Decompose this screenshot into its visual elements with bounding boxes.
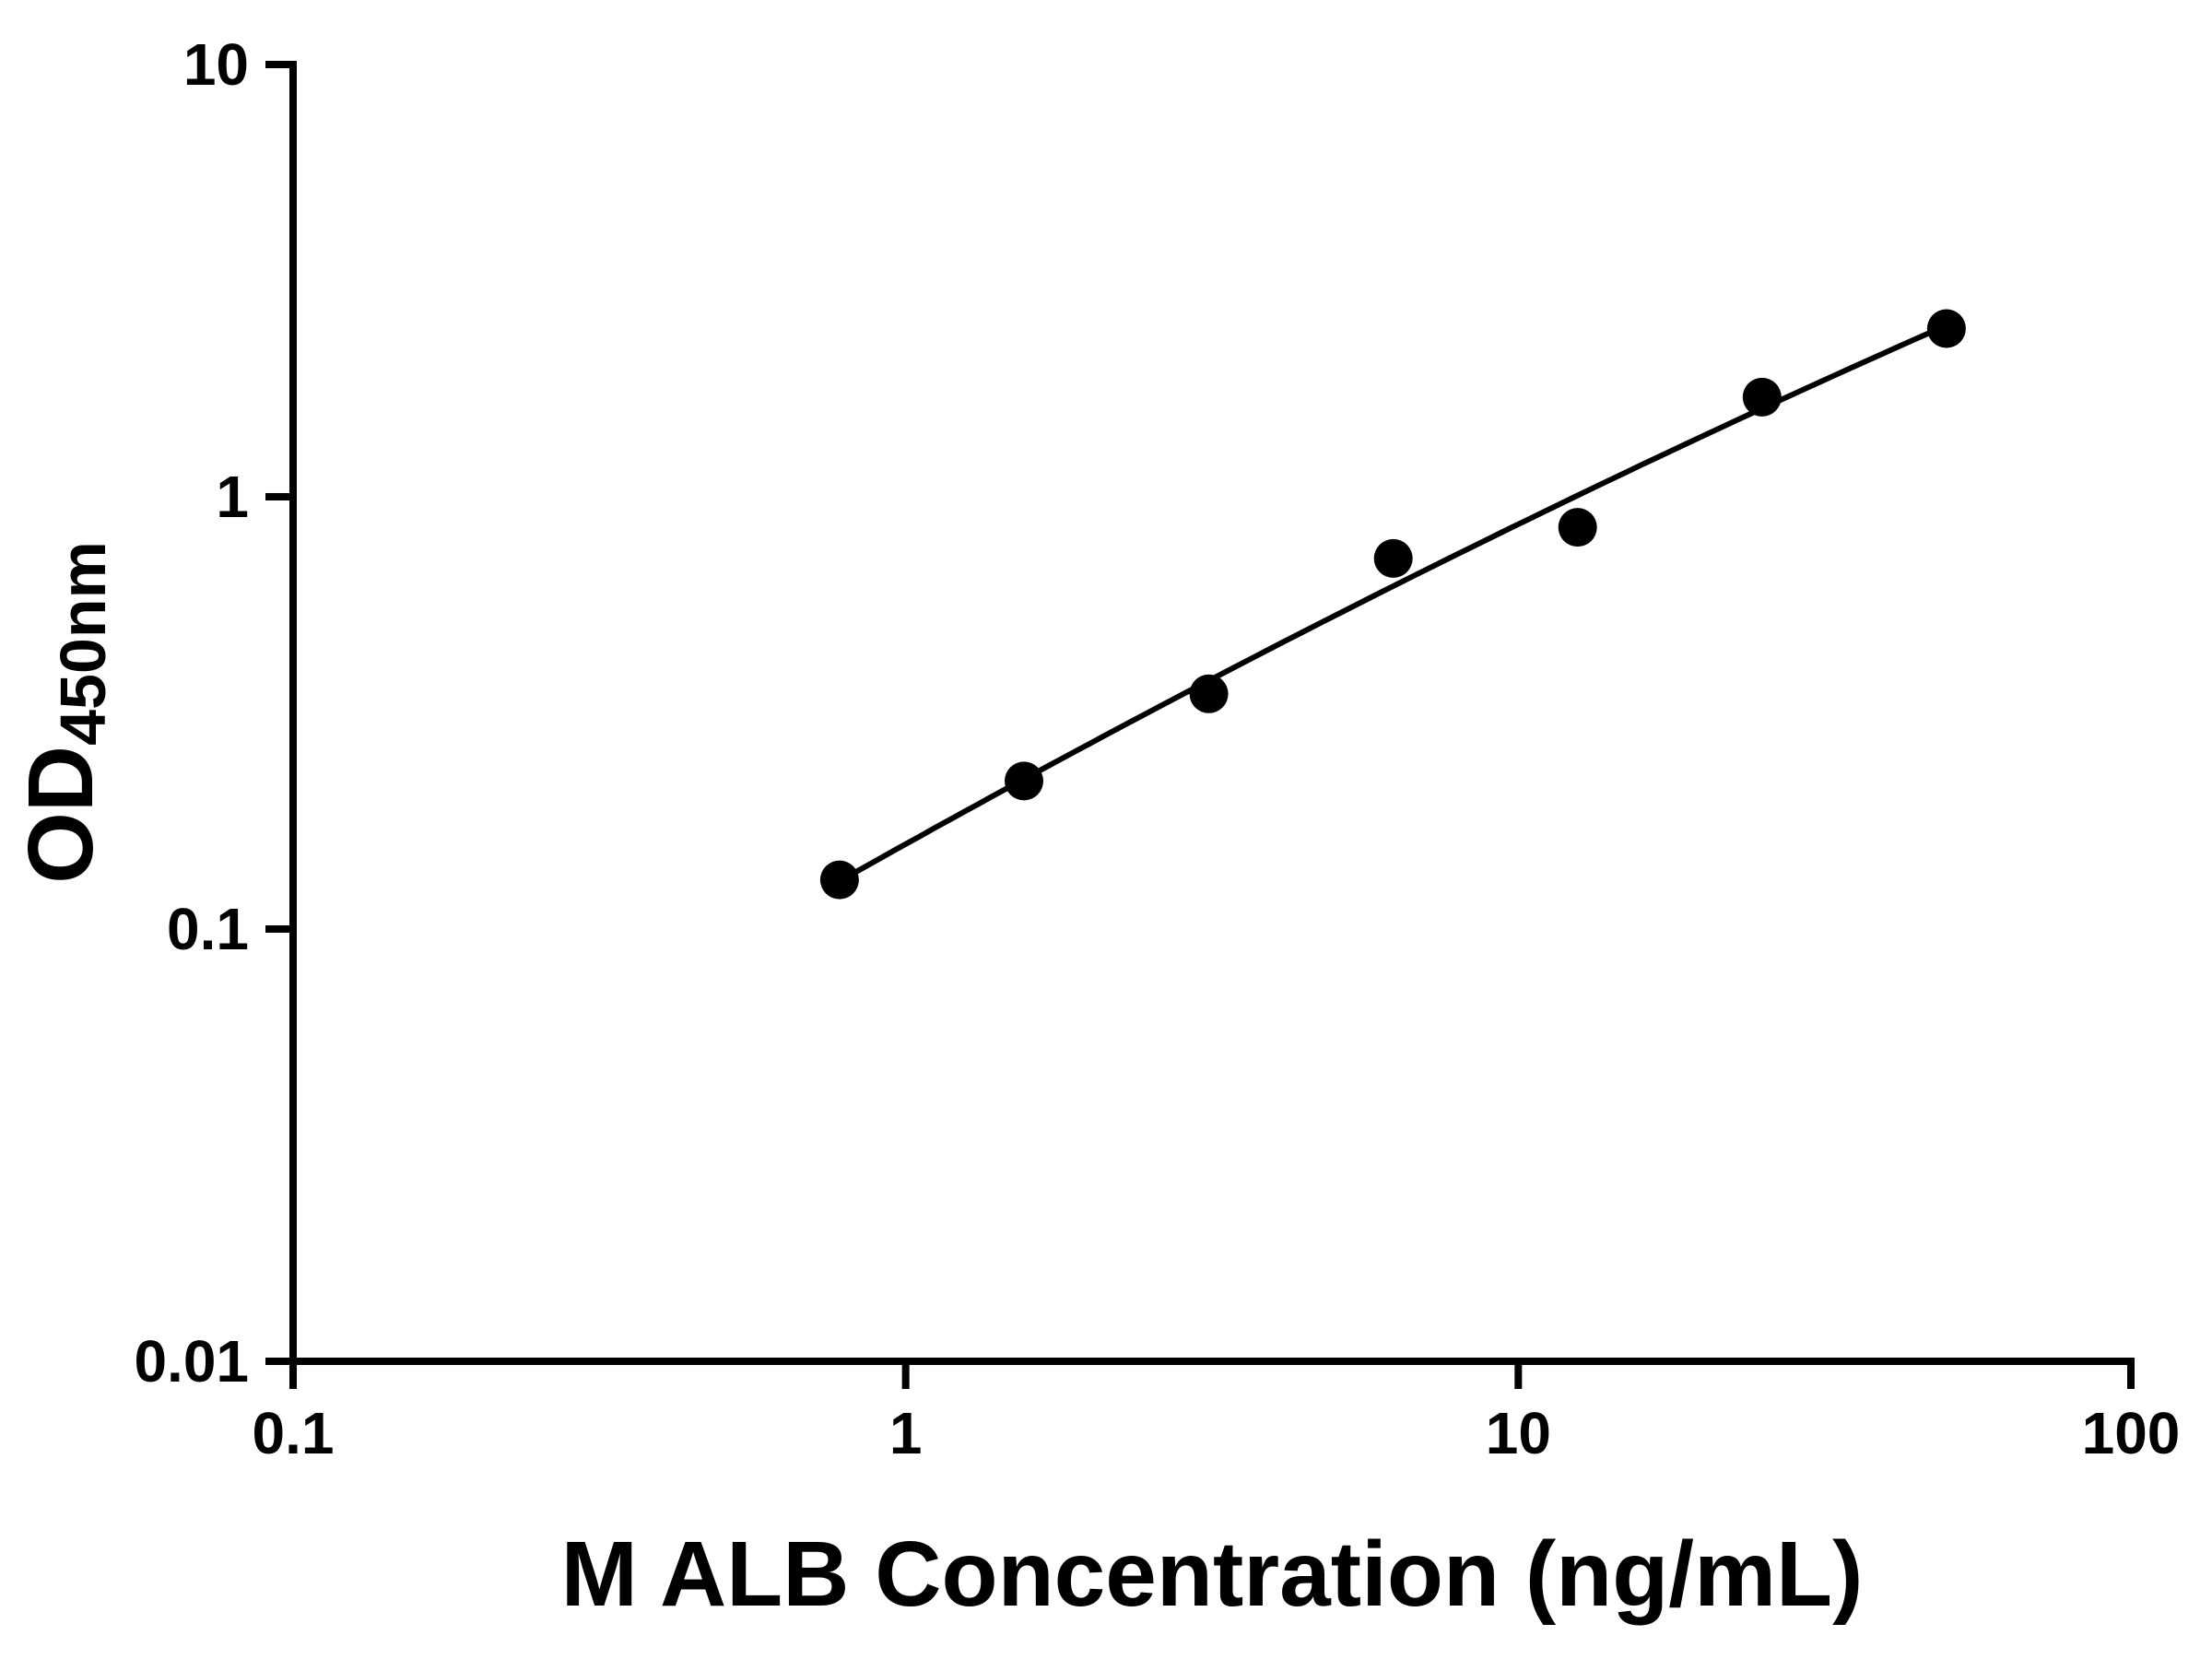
data-point bbox=[1742, 377, 1782, 417]
x-tick-label: 100 bbox=[2082, 1400, 2181, 1466]
data-point bbox=[1373, 538, 1413, 578]
data-point bbox=[1926, 309, 1966, 348]
ticks-layer bbox=[265, 61, 2135, 1389]
y-tick-label: 0.01 bbox=[134, 1328, 249, 1394]
data-point bbox=[1189, 674, 1229, 713]
y-axis-title-subscript: 450nm bbox=[47, 541, 119, 746]
data-point bbox=[819, 860, 859, 900]
x-tick-label: 1 bbox=[889, 1400, 923, 1466]
y-tick-label: 10 bbox=[183, 31, 249, 98]
y-axis-title-main: OD bbox=[9, 746, 112, 884]
y-tick-label: 0.1 bbox=[167, 896, 249, 962]
x-axis-title: M ALB Concentration (ng/mL) bbox=[561, 1523, 1864, 1626]
data-point bbox=[1005, 761, 1043, 801]
x-tick-label: 0.1 bbox=[253, 1400, 335, 1466]
y-tick-label: 1 bbox=[216, 464, 249, 530]
data-points-layer bbox=[819, 309, 1966, 900]
x-tick-label: 10 bbox=[1486, 1400, 1551, 1466]
fit-curve bbox=[836, 323, 1949, 884]
data-point bbox=[1558, 508, 1597, 547]
y-axis-title: OD450nm bbox=[9, 541, 119, 884]
fit-curve-layer bbox=[836, 323, 1949, 884]
